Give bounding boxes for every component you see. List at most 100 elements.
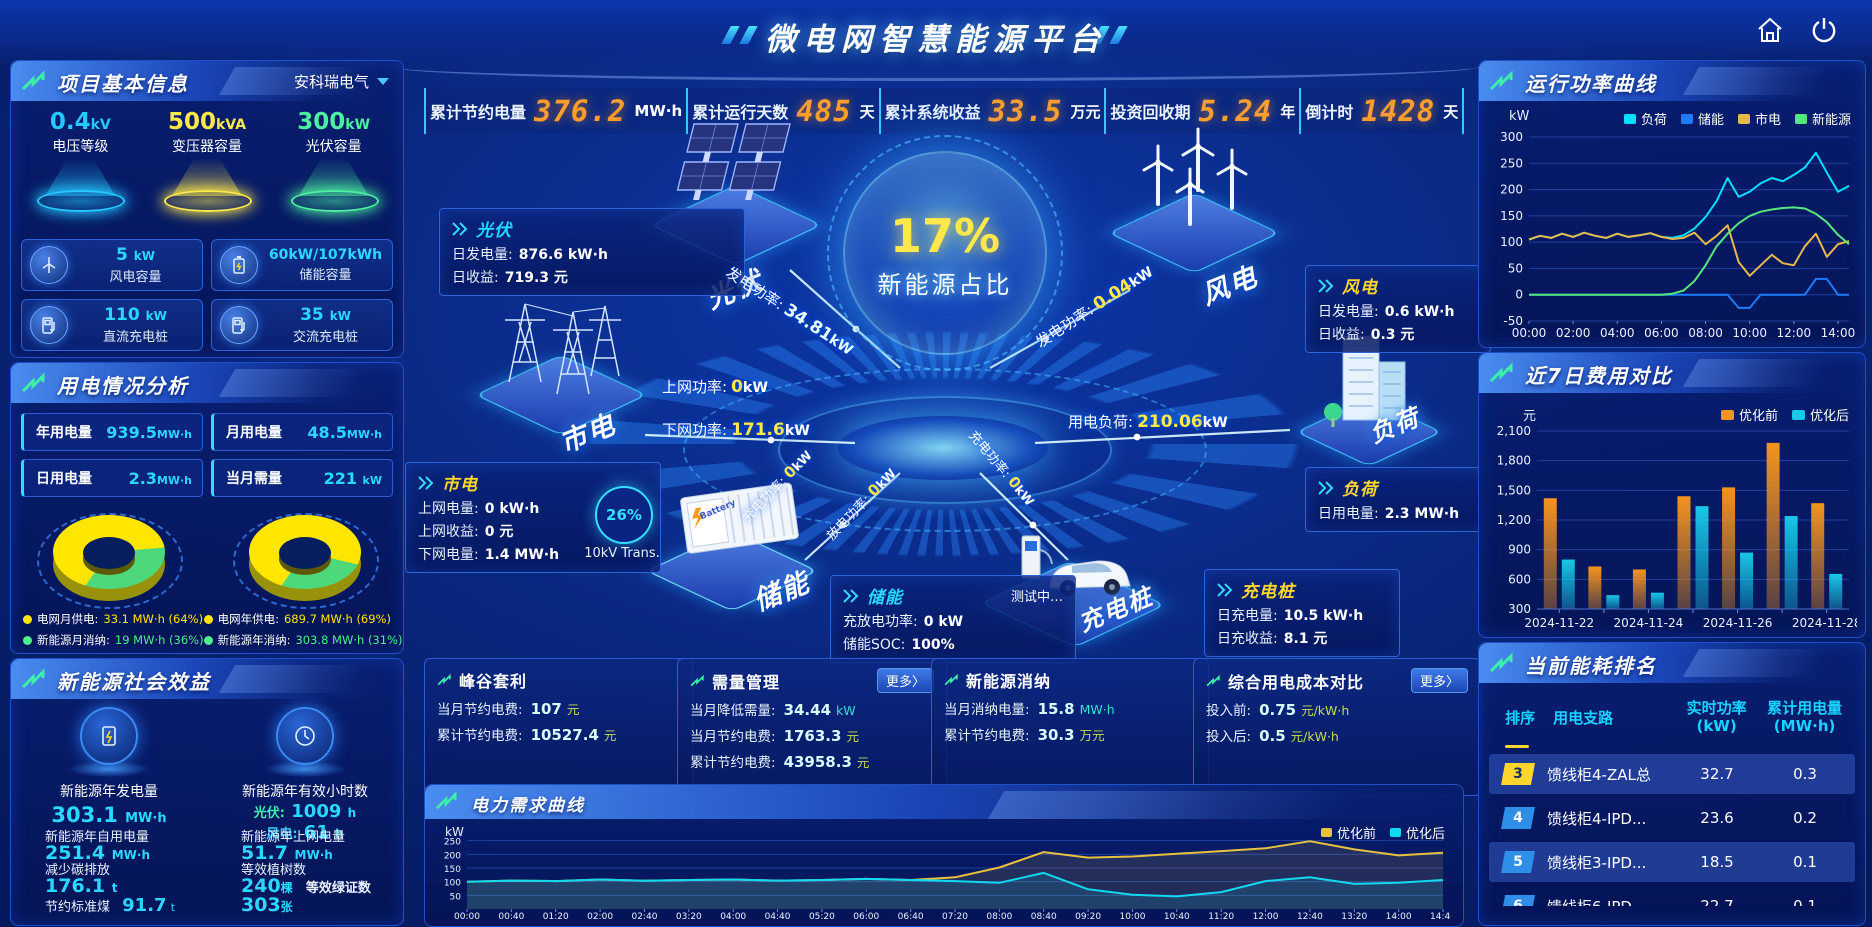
ac-charger-stat: 35 kW 交流充电桩	[211, 299, 393, 351]
svg-text:00:00: 00:00	[454, 912, 480, 922]
more-button[interactable]: 更多〉	[876, 668, 934, 693]
svg-text:12:00: 12:00	[1253, 912, 1279, 922]
legend-item: 负荷	[1623, 109, 1667, 128]
svg-text:300: 300	[1508, 602, 1531, 616]
dc-charger-stat: 110 kW 直流充电桩	[21, 299, 203, 351]
panel-project-info: 项目基本信息 安科瑞电气 0.4kV 电压等级 500kVA 变压器容量 300…	[10, 60, 404, 358]
voltage-cone: 0.4kV 电压等级	[17, 109, 144, 212]
wind-turbine-icon	[30, 246, 68, 284]
svg-text:12:40: 12:40	[1297, 912, 1323, 922]
svg-text:2,100: 2,100	[1497, 424, 1531, 438]
home-icon[interactable]	[1756, 16, 1784, 48]
svg-text:200: 200	[444, 851, 461, 861]
svg-text:0: 0	[1515, 288, 1523, 302]
rank-badge: 4	[1501, 807, 1535, 829]
flow-label-feedin-power: 上网功率: 0kW	[662, 377, 768, 397]
year-usage-stat: 年用电量 939.5MW·h	[21, 413, 203, 451]
panel-energy-ranking: 当前能耗排名 排序 用电支路 实时功率 (kW) 累计用电量 (MW·h) 3 馈线柜…	[1478, 642, 1866, 926]
node-pv	[649, 120, 823, 270]
kpi-panel: 需量管理 更多〉 当月降低需量: 34.44 kW 当月节约电费: 1763.3 元累计节约电…	[677, 658, 947, 796]
kpi-row: 累计节约电费: 30.3 万元	[944, 726, 1105, 744]
chevron-right-icon	[843, 588, 859, 603]
chevron-right-icon	[1217, 582, 1233, 597]
power-icon[interactable]	[1810, 16, 1838, 48]
chart-legend: 优化前 优化后	[1320, 823, 1445, 842]
battery-container-icon: Battery	[680, 482, 799, 554]
panel-title: 新能源社会效益	[57, 670, 211, 694]
kpi-row: 累计节约电费: 10527.4 元	[437, 726, 617, 744]
summary-stats-bar: 累计节约电量 376.2 MW·h 累计运行天数 485 天累计系统收益 33.5 万元 投资回…	[424, 88, 1465, 134]
svg-text:01:20: 01:20	[543, 912, 569, 922]
co2-reduction: 减少碳排放 176.1 t	[45, 863, 118, 897]
legend-item: 优化前	[1720, 405, 1778, 424]
svg-text:14:40: 14:40	[1430, 912, 1451, 922]
kpi-row: 当月消纳电量: 15.8 MW·h	[944, 700, 1115, 718]
kpi-row: 累计节约电费: 43958.3 元	[690, 753, 870, 771]
renewable-share-sphere: 17% 新能源占比	[843, 151, 1047, 355]
chevron-down-icon	[377, 78, 389, 85]
svg-text:09:20: 09:20	[1075, 912, 1101, 922]
table-row[interactable]: 3 馈线柜4-ZAL总 32.7 0.3	[1489, 754, 1855, 794]
svg-text:900: 900	[1508, 543, 1531, 557]
panel-corner-icon	[1489, 69, 1513, 97]
transformer-load-badge: 26%	[595, 486, 653, 544]
y-axis-unit: kW	[445, 825, 464, 839]
svg-text:11:20: 11:20	[1208, 912, 1234, 922]
transformer-label: 10kV Trans.	[584, 546, 660, 561]
chevron-right-icon	[1318, 480, 1334, 495]
svg-text:04:40: 04:40	[765, 912, 791, 922]
hub-glow	[838, 416, 1048, 480]
svg-text:14:00: 14:00	[1821, 326, 1856, 340]
svg-text:1,200: 1,200	[1497, 513, 1531, 527]
svg-text:10:40: 10:40	[1164, 912, 1190, 922]
svg-text:2024-11-22: 2024-11-22	[1524, 616, 1594, 630]
svg-text:02:00: 02:00	[1556, 326, 1591, 340]
legend-renew-year: 新能源年消纳: 303.8 MW·h (31%)	[203, 632, 402, 648]
svg-text:300: 300	[1500, 130, 1523, 144]
svg-text:08:00: 08:00	[986, 912, 1012, 922]
svg-text:04:00: 04:00	[1600, 326, 1635, 340]
power-chart: -50 0 50 100 150 200 250 300 00:00 02:00 04:00 06:0…	[1500, 130, 1856, 340]
svg-text:2024-11-28: 2024-11-28	[1792, 616, 1857, 630]
legend-item: 储能	[1680, 109, 1724, 128]
page-title: 微电网智慧能源平台	[765, 22, 1107, 58]
panel-cost-compare: 近7日费用对比 元 优化前 优化后 300 600 900 1,200 1,500 1,80…	[1478, 352, 1866, 638]
svg-text:07:20: 07:20	[942, 912, 968, 922]
svg-text:150: 150	[444, 865, 461, 875]
kpi-row: 当月降低需量: 34.44 kW	[690, 701, 856, 719]
clock-icon	[276, 707, 334, 765]
company-dropdown[interactable]: 安科瑞电气	[294, 71, 389, 92]
svg-text:12:00: 12:00	[1777, 326, 1812, 340]
charger-info-box: 充电桩 日充电量: 10.5 kW·h 日充收益: 8.1 元	[1204, 569, 1400, 657]
tree-equivalent: 等效植树数 240棵 等效绿证数 303张	[241, 863, 371, 916]
panel-corner-icon	[690, 674, 704, 686]
power-pylon-icon	[505, 303, 621, 395]
renewable-share-label: 新能源占比	[877, 271, 1013, 299]
self-use-energy: 新能源年自用电量 251.4 MW·h	[45, 830, 151, 864]
kpi-panel: 峰谷套利 当月节约电费: 107 元累计节约电费: 10527.4 元	[424, 658, 693, 796]
panel-social-benefit: 新能源社会效益 新能源年发电量 303.1 MW·h 新能源年有效小时数 光伏:…	[10, 658, 404, 926]
summary-stat: 累计系统收益 33.5 万元	[878, 88, 1105, 134]
svg-text:150: 150	[1500, 209, 1523, 223]
table-row[interactable]: 4 馈线柜4-IPD... 23.6 0.2	[1489, 798, 1855, 838]
company-name: 安科瑞电气	[293, 73, 369, 91]
table-row[interactable]: 6馈线柜6-IPD22.70.1	[1489, 886, 1855, 906]
svg-text:02:40: 02:40	[631, 912, 657, 922]
demand-chart: 50 100 150 200 250 00:00 00:40 01:20 02:00 02:40 0…	[444, 838, 1451, 922]
flow-label-draw-power: 下网功率: 171.6kW	[662, 420, 810, 440]
table-row[interactable]: 5 馈线柜3-IPD... 18.5 0.1	[1489, 842, 1855, 882]
panel-demand-curve: 电力需求曲线 kW 优化前 优化后 50 100 150 200 250 00:00 00:4…	[424, 784, 1464, 927]
energy-flow-diagram: 17% 新能源占比	[400, 123, 1491, 663]
svg-text:10:00: 10:00	[1732, 326, 1767, 340]
svg-text:04:00: 04:00	[720, 912, 746, 922]
svg-text:08:40: 08:40	[1031, 912, 1057, 922]
legend-grid-year: 电网年供电: 689.7 MW·h (69%)	[203, 611, 403, 627]
panel-corner-icon	[21, 371, 45, 399]
generation-icon	[80, 707, 138, 765]
svg-text:50: 50	[450, 892, 462, 902]
panel-title: 电力需求曲线	[471, 796, 585, 816]
node-storage: Battery	[645, 466, 819, 616]
more-button[interactable]: 更多〉	[1410, 668, 1468, 693]
legend-item: 优化前	[1320, 823, 1376, 842]
